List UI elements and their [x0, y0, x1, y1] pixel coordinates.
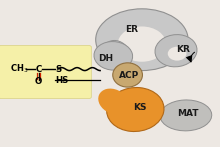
Ellipse shape — [94, 42, 133, 70]
Text: DH: DH — [98, 54, 113, 63]
Text: ACP: ACP — [119, 71, 139, 80]
Text: CH$_3$: CH$_3$ — [10, 63, 28, 75]
Text: O: O — [35, 77, 42, 86]
Text: KR: KR — [176, 45, 190, 55]
Ellipse shape — [155, 35, 197, 67]
Text: C: C — [35, 65, 42, 74]
Ellipse shape — [107, 87, 164, 132]
Ellipse shape — [113, 63, 143, 87]
FancyBboxPatch shape — [0, 46, 91, 98]
Text: S: S — [55, 65, 61, 74]
Ellipse shape — [118, 26, 166, 62]
Text: MAT: MAT — [177, 109, 199, 118]
Ellipse shape — [101, 40, 130, 70]
Text: HS: HS — [55, 76, 68, 85]
Ellipse shape — [168, 47, 187, 61]
Ellipse shape — [96, 9, 188, 71]
Ellipse shape — [98, 89, 128, 114]
Text: ER: ER — [125, 25, 139, 34]
Text: KS: KS — [133, 103, 147, 112]
Ellipse shape — [160, 100, 212, 131]
